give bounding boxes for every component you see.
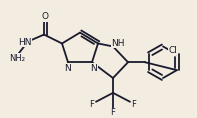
Text: O: O — [42, 12, 48, 21]
Text: NH: NH — [111, 39, 125, 48]
Text: NH₂: NH₂ — [9, 54, 25, 63]
Text: F: F — [111, 108, 115, 117]
Text: HN: HN — [18, 38, 32, 47]
Text: N: N — [65, 64, 71, 73]
Text: F: F — [90, 100, 94, 109]
Text: F: F — [132, 100, 137, 109]
Text: Cl: Cl — [169, 46, 177, 55]
Text: N: N — [91, 64, 97, 73]
